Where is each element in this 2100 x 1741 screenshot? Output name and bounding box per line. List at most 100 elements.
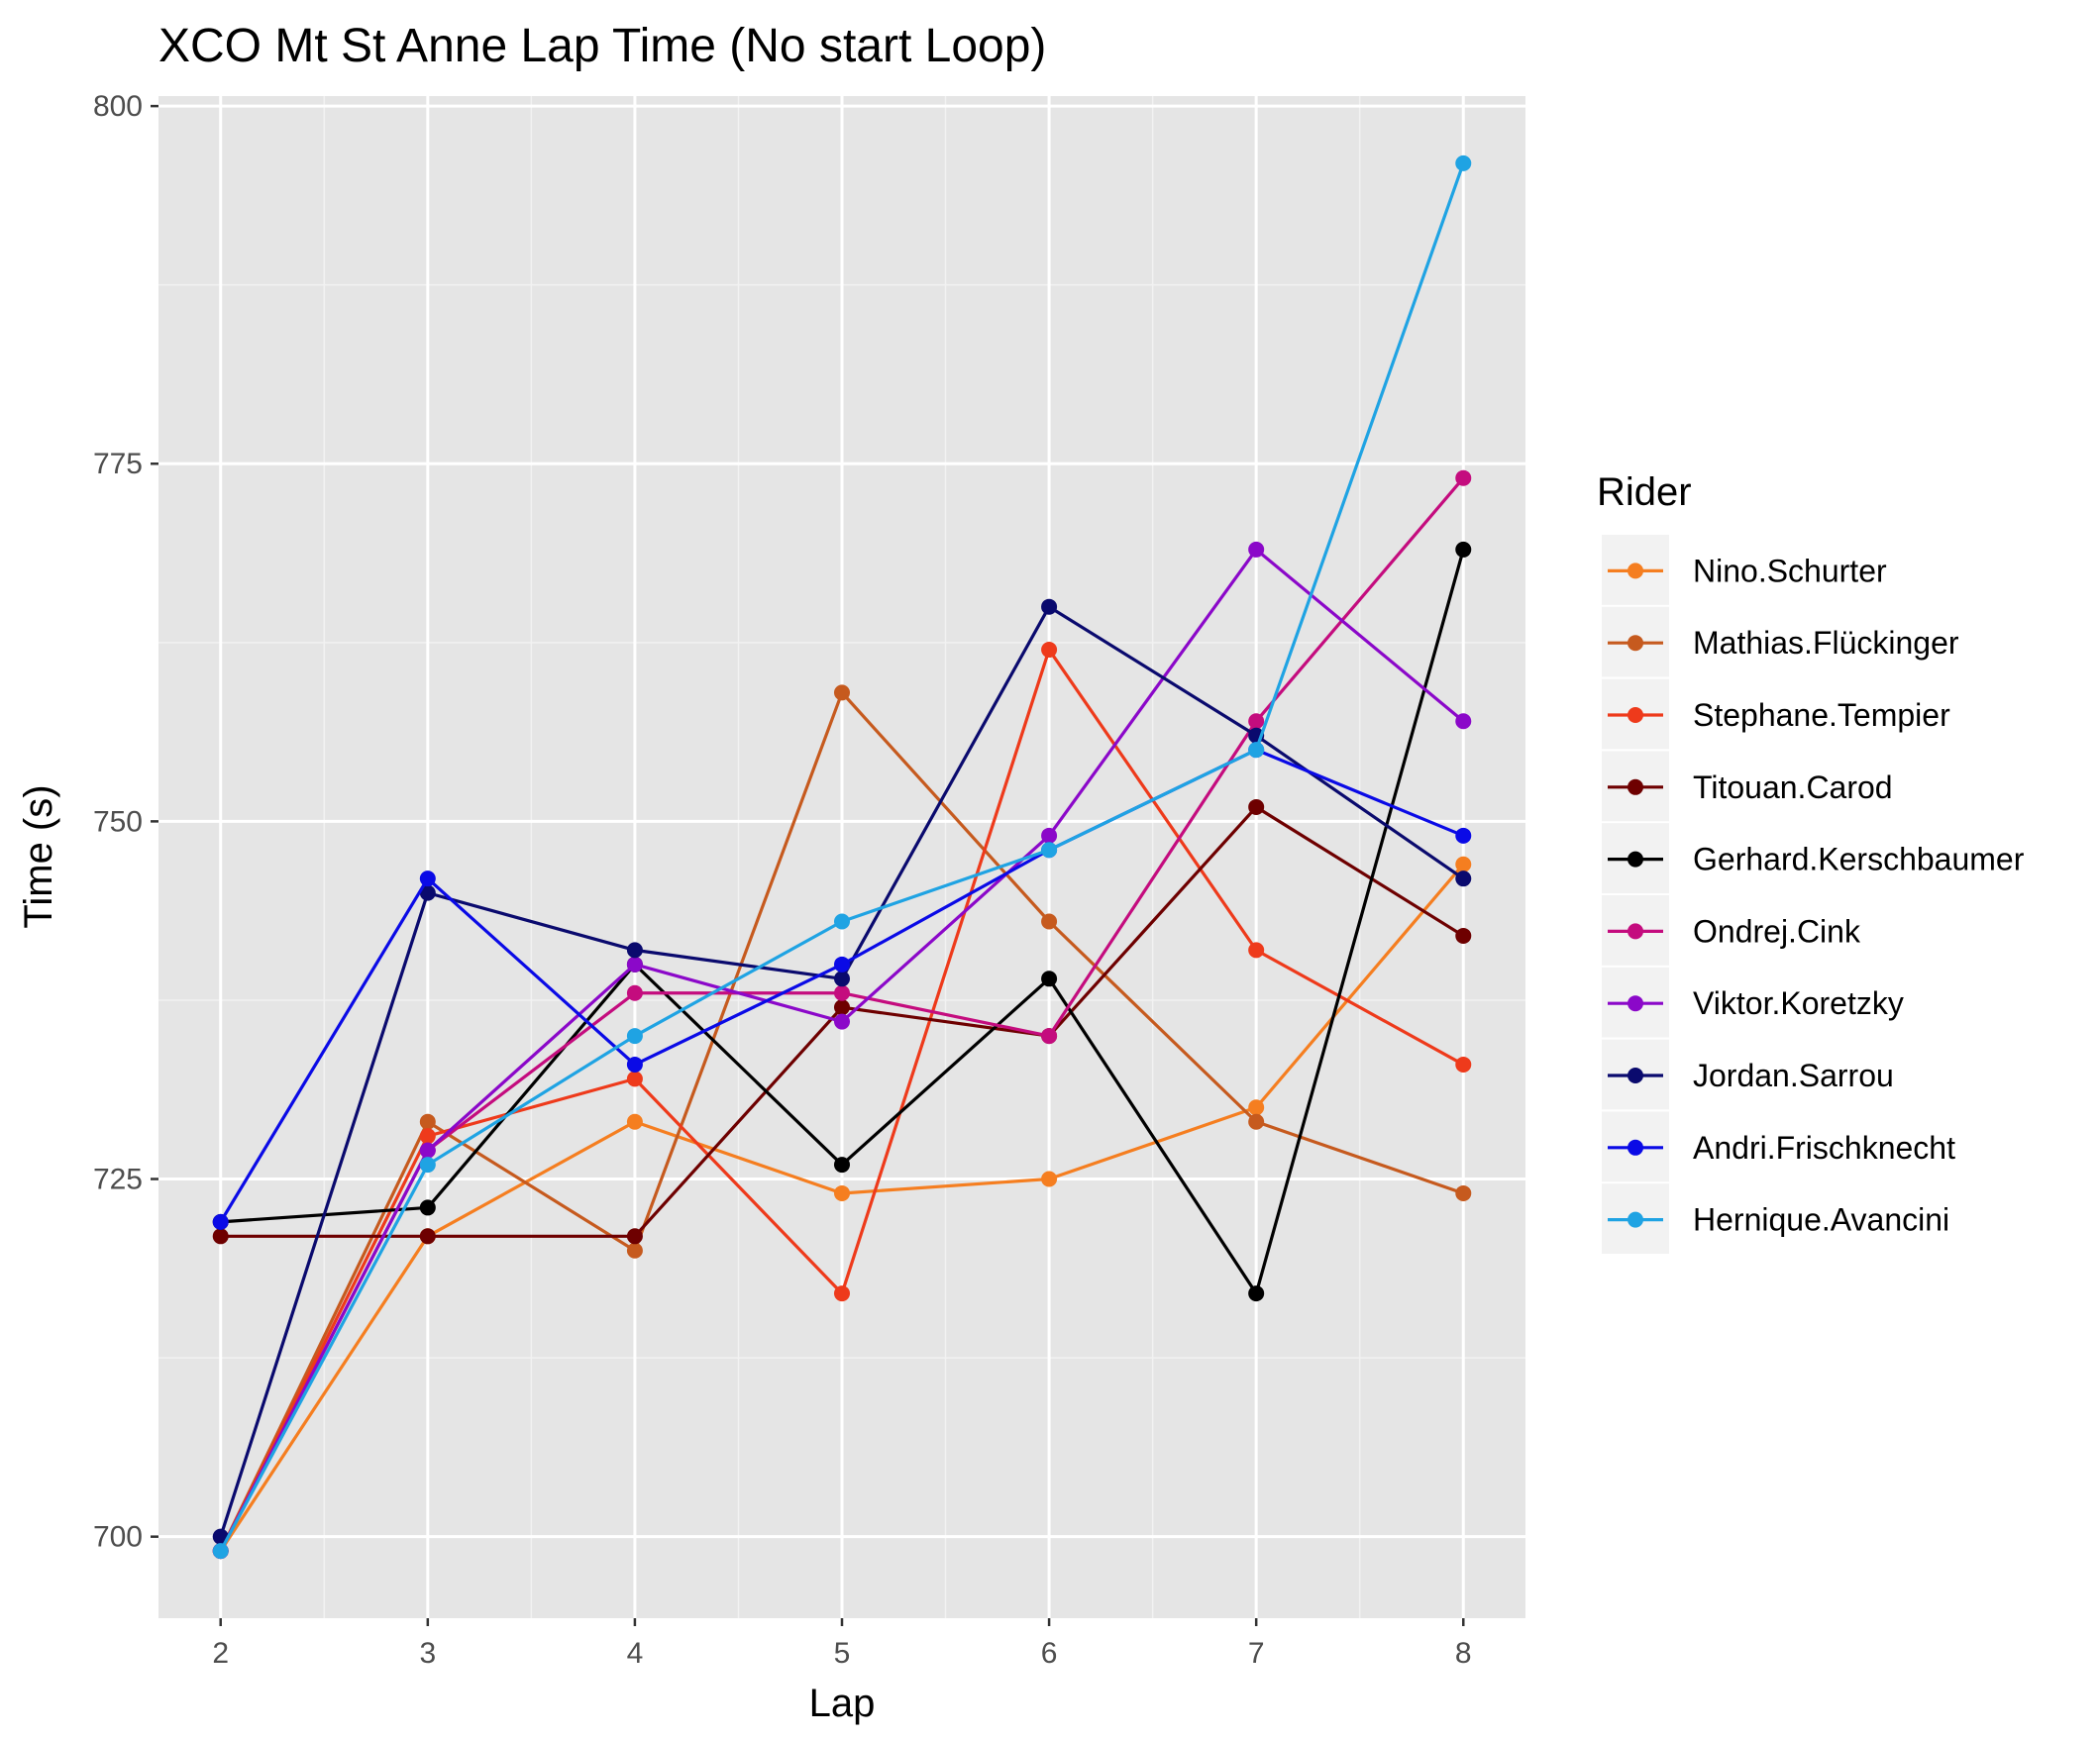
data-point-gerhard-kerschbaumer: [419, 1199, 436, 1216]
data-point-mathias-fl-ckinger: [834, 684, 850, 701]
x-tick-label: 2: [212, 1637, 229, 1670]
data-point-stephane-tempier: [1455, 1056, 1472, 1073]
series-jordan-sarrou: [212, 598, 1472, 1545]
legend: Rider Nino.Schurter Mathias.Flückinger Ste…: [1597, 470, 2025, 1254]
legend-item-gerhard-kerschbaumer: Gerhard.Kerschbaumer: [1602, 823, 2025, 893]
legend-item-jordan-sarrou: Jordan.Sarrou: [1602, 1039, 1894, 1110]
y-tick-label: 800: [93, 90, 143, 123]
data-point-ondrej-cink: [834, 984, 850, 1001]
data-point-andri-frischknecht: [626, 1056, 643, 1073]
x-axis: 2 3 4 5 6 7 8: [212, 1618, 1472, 1670]
data-point-mathias-fl-ckinger: [419, 1113, 436, 1130]
data-point-jordan-sarrou: [419, 884, 436, 901]
data-point-titouan-carod: [1248, 798, 1265, 815]
data-point-viktor-koretzky: [1041, 827, 1058, 844]
data-point-titouan-carod: [626, 1228, 643, 1245]
legend-item-hernique-avancini: Hernique.Avancini: [1602, 1183, 1949, 1254]
legend-key-point: [1628, 995, 1643, 1012]
data-point-stephane-tempier: [626, 1071, 643, 1087]
data-point-hernique-avancini: [1041, 842, 1058, 859]
data-point-ondrej-cink: [626, 984, 643, 1001]
legend-key-point: [1628, 778, 1643, 795]
data-point-ondrej-cink: [1041, 1028, 1058, 1045]
y-tick-label: 775: [93, 448, 143, 480]
data-point-gerhard-kerschbaumer: [1248, 1285, 1265, 1302]
legend-label: Nino.Schurter: [1693, 553, 1887, 588]
data-point-andri-frischknecht: [419, 870, 436, 887]
legend-label: Jordan.Sarrou: [1693, 1058, 1894, 1093]
data-point-jordan-sarrou: [626, 942, 643, 959]
legend-key-point: [1628, 923, 1643, 940]
x-tick-label: 5: [834, 1637, 851, 1670]
series-mathias-fl-ckinger: [212, 684, 1472, 1560]
data-point-andri-frischknecht: [834, 956, 850, 973]
x-tick-label: 4: [627, 1637, 644, 1670]
legend-label: Mathias.Flückinger: [1693, 625, 1959, 661]
data-point-titouan-carod: [1455, 927, 1472, 944]
legend-label: Titouan.Carod: [1693, 769, 1893, 805]
data-point-nino-schurter: [1041, 1171, 1058, 1187]
data-point-hernique-avancini: [1455, 154, 1472, 171]
data-point-mathias-fl-ckinger: [1248, 1113, 1265, 1130]
legend-item-mathias-fl-ckinger: Mathias.Flückinger: [1602, 606, 1959, 677]
data-point-stephane-tempier: [834, 1285, 850, 1302]
data-point-viktor-koretzky: [419, 1142, 436, 1159]
data-point-viktor-koretzky: [626, 956, 643, 973]
legend-item-viktor-koretzky: Viktor.Koretzky: [1602, 967, 1904, 1038]
y-tick-label: 725: [93, 1164, 143, 1196]
data-point-jordan-sarrou: [1041, 598, 1058, 615]
y-tick-label: 700: [93, 1521, 143, 1554]
legend-label: Stephane.Tempier: [1693, 697, 1950, 733]
x-axis-title: Lap: [809, 1682, 876, 1725]
data-point-viktor-koretzky: [1248, 541, 1265, 558]
data-point-gerhard-kerschbaumer: [1455, 541, 1472, 558]
data-point-viktor-koretzky: [834, 1013, 850, 1030]
x-tick-label: 6: [1041, 1637, 1058, 1670]
series-hernique-avancini: [212, 154, 1472, 1560]
legend-label: Andri.Frischknecht: [1693, 1130, 1955, 1166]
chart-title: XCO Mt St Anne Lap Time (No start Loop): [158, 20, 1046, 72]
data-point-nino-schurter: [834, 1184, 850, 1201]
legend-key-point: [1628, 851, 1643, 868]
data-point-hernique-avancini: [212, 1543, 229, 1560]
data-point-nino-schurter: [626, 1113, 643, 1130]
data-point-ondrej-cink: [1455, 469, 1472, 486]
x-tick-label: 8: [1455, 1637, 1472, 1670]
data-point-nino-schurter: [1455, 856, 1472, 872]
legend-key-point: [1628, 563, 1643, 579]
data-point-mathias-fl-ckinger: [1041, 913, 1058, 930]
legend-key-point: [1628, 1139, 1643, 1156]
data-point-ondrej-cink: [1248, 713, 1265, 730]
y-axis-title: Time (s): [17, 784, 60, 928]
data-point-andri-frischknecht: [1455, 827, 1472, 844]
legend-label: Viktor.Koretzky: [1693, 985, 1904, 1021]
data-point-gerhard-kerschbaumer: [1041, 971, 1058, 987]
data-point-hernique-avancini: [626, 1028, 643, 1045]
legend-item-titouan-carod: Titouan.Carod: [1602, 751, 1893, 822]
data-point-mathias-fl-ckinger: [1455, 1184, 1472, 1201]
legend-item-ondrej-cink: Ondrej.Cink: [1602, 895, 1861, 966]
data-point-titouan-carod: [834, 999, 850, 1016]
data-point-nino-schurter: [1248, 1099, 1265, 1116]
legend-title: Rider: [1597, 470, 1692, 514]
legend-label: Ondrej.Cink: [1693, 913, 1861, 949]
legend-label: Gerhard.Kerschbaumer: [1693, 842, 2025, 877]
data-point-andri-frischknecht: [212, 1213, 229, 1230]
data-point-hernique-avancini: [419, 1157, 436, 1174]
legend-key-point: [1628, 707, 1643, 723]
data-point-stephane-tempier: [1248, 942, 1265, 959]
data-point-hernique-avancini: [1248, 742, 1265, 759]
legend-label: Hernique.Avancini: [1693, 1202, 1949, 1238]
legend-item-nino-schurter: Nino.Schurter: [1602, 535, 1887, 605]
y-tick-label: 750: [93, 805, 143, 838]
series-layer: [212, 154, 1472, 1560]
legend-key-point: [1628, 1211, 1643, 1228]
data-point-stephane-tempier: [1041, 642, 1058, 659]
data-point-jordan-sarrou: [1455, 870, 1472, 887]
data-point-jordan-sarrou: [834, 971, 850, 987]
legend-item-stephane-tempier: Stephane.Tempier: [1602, 678, 1950, 750]
data-point-titouan-carod: [419, 1228, 436, 1245]
data-point-viktor-koretzky: [1455, 713, 1472, 730]
data-point-titouan-carod: [212, 1228, 229, 1245]
